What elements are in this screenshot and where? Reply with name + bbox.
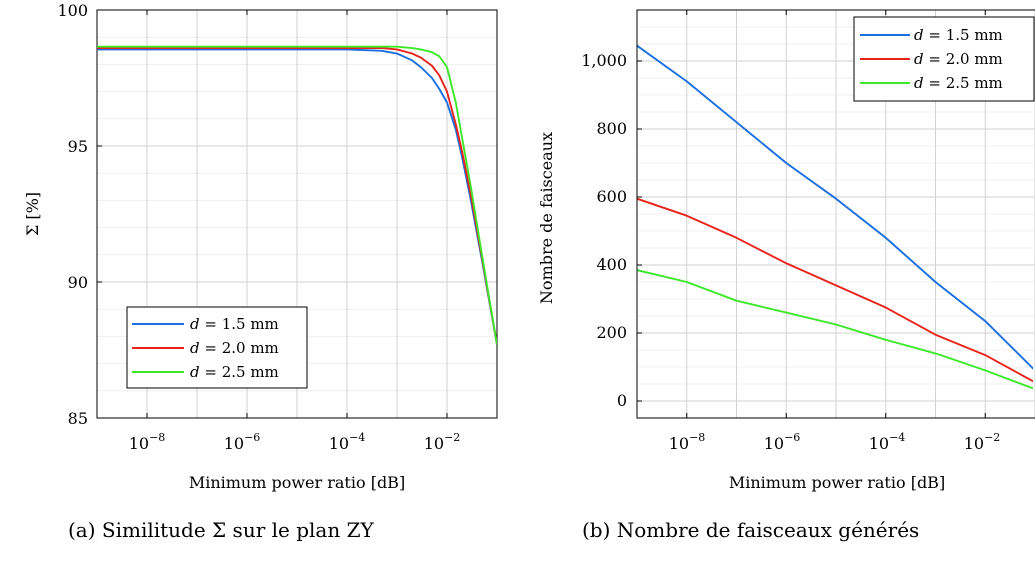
chart-b-legend-label: d = 2.0 mm <box>914 50 1003 68</box>
chart-b-xtick-label: 10−2 <box>964 431 1001 453</box>
chart-a-series-line-3 <box>97 45 497 345</box>
chart-a-legend-label: d = 2.0 mm <box>190 339 279 357</box>
chart-b-ytick-label: 200 <box>596 323 627 342</box>
chart-b-xlabel: Minimum power ratio [dB] <box>729 473 945 492</box>
chart-a-ticks <box>97 9 448 419</box>
chart-b-ticks <box>637 10 986 418</box>
chart-b: 0 200 400 600 800 1,000 10−8 10−6 10−4 1… <box>537 9 1035 542</box>
chart-a-xtick-label: 10−4 <box>329 431 366 453</box>
chart-b-ytick-label: 400 <box>596 255 627 274</box>
chart-a-xlabel: Minimum power ratio [dB] <box>189 473 405 492</box>
chart-b-series-line-1 <box>637 44 1033 370</box>
chart-b-series-line-2 <box>637 197 1033 383</box>
chart-a-ytick-label: 85 <box>68 409 88 428</box>
chart-b-legend-label: d = 2.5 mm <box>914 74 1003 92</box>
chart-a-ytick-labels: 85 90 95 100 <box>57 1 88 428</box>
chart-b-ytick-labels: 0 200 400 600 800 1,000 <box>581 51 627 410</box>
chart-b-ytick-label: 800 <box>596 119 627 138</box>
chart-b-xtick-label: 10−8 <box>669 431 706 453</box>
chart-b-caption: (b) Nombre de faisceaux générés <box>582 518 919 542</box>
chart-b-legend: d = 1.5 mm d = 2.0 mm d = 2.5 mm <box>853 16 1035 102</box>
chart-b-ytick-label: 1,000 <box>581 51 627 70</box>
chart-a-ytick-label: 100 <box>57 1 88 20</box>
chart-b-xtick-labels: 10−8 10−6 10−4 10−2 <box>669 431 1001 453</box>
chart-b-legend-label: d = 1.5 mm <box>914 26 1003 44</box>
chart-b-series <box>637 44 1033 390</box>
chart-a-frame <box>96 9 498 419</box>
chart-a-legend: d = 1.5 mm d = 2.0 mm d = 2.5 mm <box>126 306 308 389</box>
chart-b-series-line-3 <box>637 269 1033 390</box>
chart-a-xtick-labels: 10−8 10−6 10−4 10−2 <box>129 431 461 453</box>
chart-a-xtick-label: 10−8 <box>129 431 166 453</box>
chart-a-caption: (a) Similitude Σ sur le plan ZY <box>68 518 374 542</box>
chart-a-series-line-2 <box>97 47 497 345</box>
chart-b-ytick-label: 600 <box>596 187 627 206</box>
chart-a-ytick-label: 90 <box>68 273 88 292</box>
chart-b-ytick-label: 0 <box>617 391 627 410</box>
chart-a-legend-label: d = 2.5 mm <box>190 363 279 381</box>
chart-b-xtick-label: 10−4 <box>869 431 906 453</box>
chart-a-series <box>97 45 497 345</box>
chart-b-frame <box>636 9 1035 419</box>
chart-a-ylabel: Σ [%] <box>23 192 42 236</box>
chart-b-ylabel: Nombre de faisceaux <box>537 132 556 304</box>
chart-a-series-line-1 <box>97 48 497 345</box>
chart-a-ytick-label: 95 <box>68 137 88 156</box>
chart-a: 85 90 95 100 10−8 10−6 10−4 10−2 Σ [%] M… <box>23 1 498 542</box>
chart-a-legend-label: d = 1.5 mm <box>190 315 279 333</box>
chart-b-xtick-label: 10−6 <box>764 431 801 453</box>
chart-a-xtick-label: 10−6 <box>224 431 261 453</box>
chart-a-xtick-label: 10−2 <box>424 431 461 453</box>
